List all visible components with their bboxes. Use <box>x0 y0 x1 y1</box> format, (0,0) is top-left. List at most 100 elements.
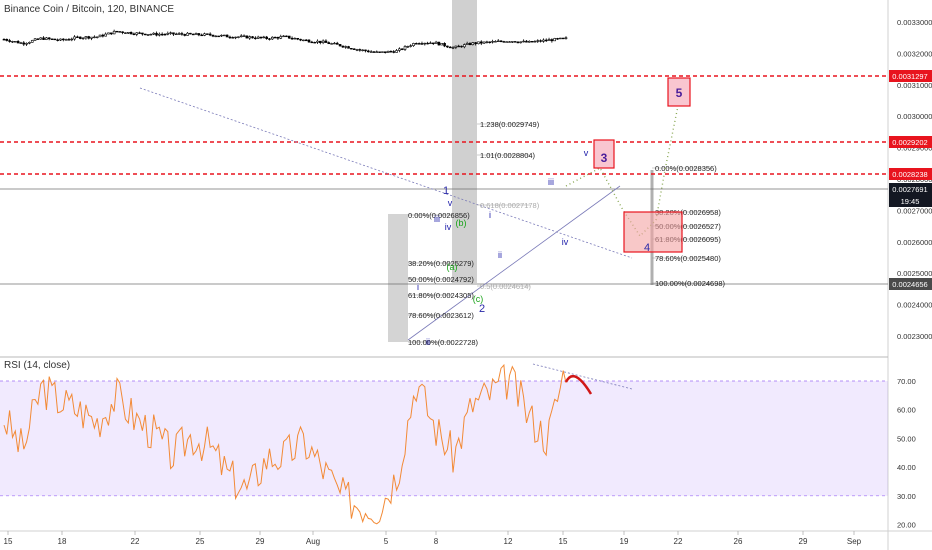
candle <box>228 35 232 40</box>
candle-body <box>239 35 243 38</box>
candle <box>533 40 537 43</box>
candle-body <box>367 50 370 53</box>
candle-body <box>482 41 486 44</box>
candle-body <box>93 36 96 39</box>
fib-ext-1238-label: 1.238(0.0029749) <box>480 120 540 129</box>
price-badge-label: 0.0031297 <box>892 72 927 81</box>
candle <box>429 41 432 45</box>
candle <box>446 45 449 48</box>
candle <box>194 32 198 35</box>
candle-body <box>440 43 444 46</box>
price-tick-label: 0.0023000 <box>897 332 932 341</box>
candle <box>98 34 102 38</box>
candle <box>316 39 319 44</box>
candle-body <box>191 33 195 36</box>
candle <box>70 37 74 42</box>
candle <box>276 36 280 40</box>
candle-body <box>559 37 562 40</box>
candle <box>19 41 23 44</box>
candle <box>270 36 274 40</box>
candle-body <box>265 36 268 40</box>
candle <box>251 35 254 39</box>
candle <box>39 37 43 40</box>
candle <box>191 33 195 36</box>
candle <box>400 48 404 51</box>
wave-b-label: (b) <box>456 218 467 228</box>
candle-body <box>251 36 254 39</box>
candle-body <box>50 38 54 40</box>
candle <box>471 41 475 46</box>
candle-body <box>372 51 376 53</box>
candle-body <box>28 42 31 44</box>
candle-body <box>115 30 119 33</box>
candle-body <box>256 36 260 39</box>
candle-body <box>138 32 141 34</box>
candle <box>559 37 562 40</box>
candle-body <box>225 34 229 38</box>
candle <box>25 42 28 47</box>
candle-body <box>95 36 99 38</box>
time-axis-label: 22 <box>131 537 140 546</box>
candle-body <box>513 41 517 43</box>
candle <box>491 39 494 44</box>
candle-body <box>166 32 170 35</box>
candle-body <box>457 45 460 48</box>
candle <box>474 41 477 46</box>
price-axis-bg <box>888 0 932 550</box>
candle <box>62 38 65 42</box>
candle-body <box>237 36 240 38</box>
candle-body <box>11 41 14 43</box>
price-badge-bg <box>889 136 932 148</box>
candle <box>544 38 548 42</box>
candle <box>110 32 113 35</box>
candle <box>369 50 373 53</box>
price-badge-bg <box>889 70 932 82</box>
candle-body <box>389 50 393 53</box>
candle-body <box>110 32 113 35</box>
candle <box>296 37 300 41</box>
candle-body <box>126 32 130 34</box>
candle-body <box>129 32 133 35</box>
candle <box>511 41 514 43</box>
wave-4-label: 4 <box>644 242 650 254</box>
candle <box>423 42 427 46</box>
wave-ii-small-label: ii <box>498 250 502 260</box>
candle <box>304 39 308 42</box>
candle <box>327 41 331 45</box>
candle-body <box>426 42 429 45</box>
candle-body <box>417 43 421 45</box>
candle-body <box>522 40 525 43</box>
fib-left-38-label: 38.20%(0.0025279) <box>408 259 474 268</box>
candle <box>84 36 88 40</box>
candle <box>389 50 393 53</box>
price-tick-label: 0.0029000 <box>897 144 932 153</box>
candle <box>527 40 531 43</box>
candle-body <box>383 51 387 53</box>
candle <box>302 39 305 42</box>
fib-right-38-label: 38.20%(0.0026958) <box>655 208 721 217</box>
candle-body <box>454 45 458 48</box>
price-badge-bg <box>889 195 932 207</box>
candle <box>352 48 356 50</box>
price-tick-label: 0.0026000 <box>897 238 932 247</box>
candle-body <box>101 34 105 37</box>
candle-body <box>330 43 333 45</box>
candle-body <box>45 37 48 40</box>
candle <box>412 42 415 47</box>
time-axis-label: 15 <box>4 537 13 546</box>
candle <box>36 38 40 40</box>
candle <box>87 35 91 40</box>
candle <box>319 40 322 45</box>
rsi-divergence-line <box>532 363 633 390</box>
candle <box>239 34 243 38</box>
candle <box>287 35 291 39</box>
candle-body <box>8 40 11 42</box>
candle <box>163 33 167 36</box>
candle-body <box>276 37 280 39</box>
candle-body <box>242 35 246 37</box>
candle <box>403 45 407 52</box>
candle <box>463 43 466 49</box>
candle <box>431 42 435 46</box>
candle <box>372 50 376 53</box>
